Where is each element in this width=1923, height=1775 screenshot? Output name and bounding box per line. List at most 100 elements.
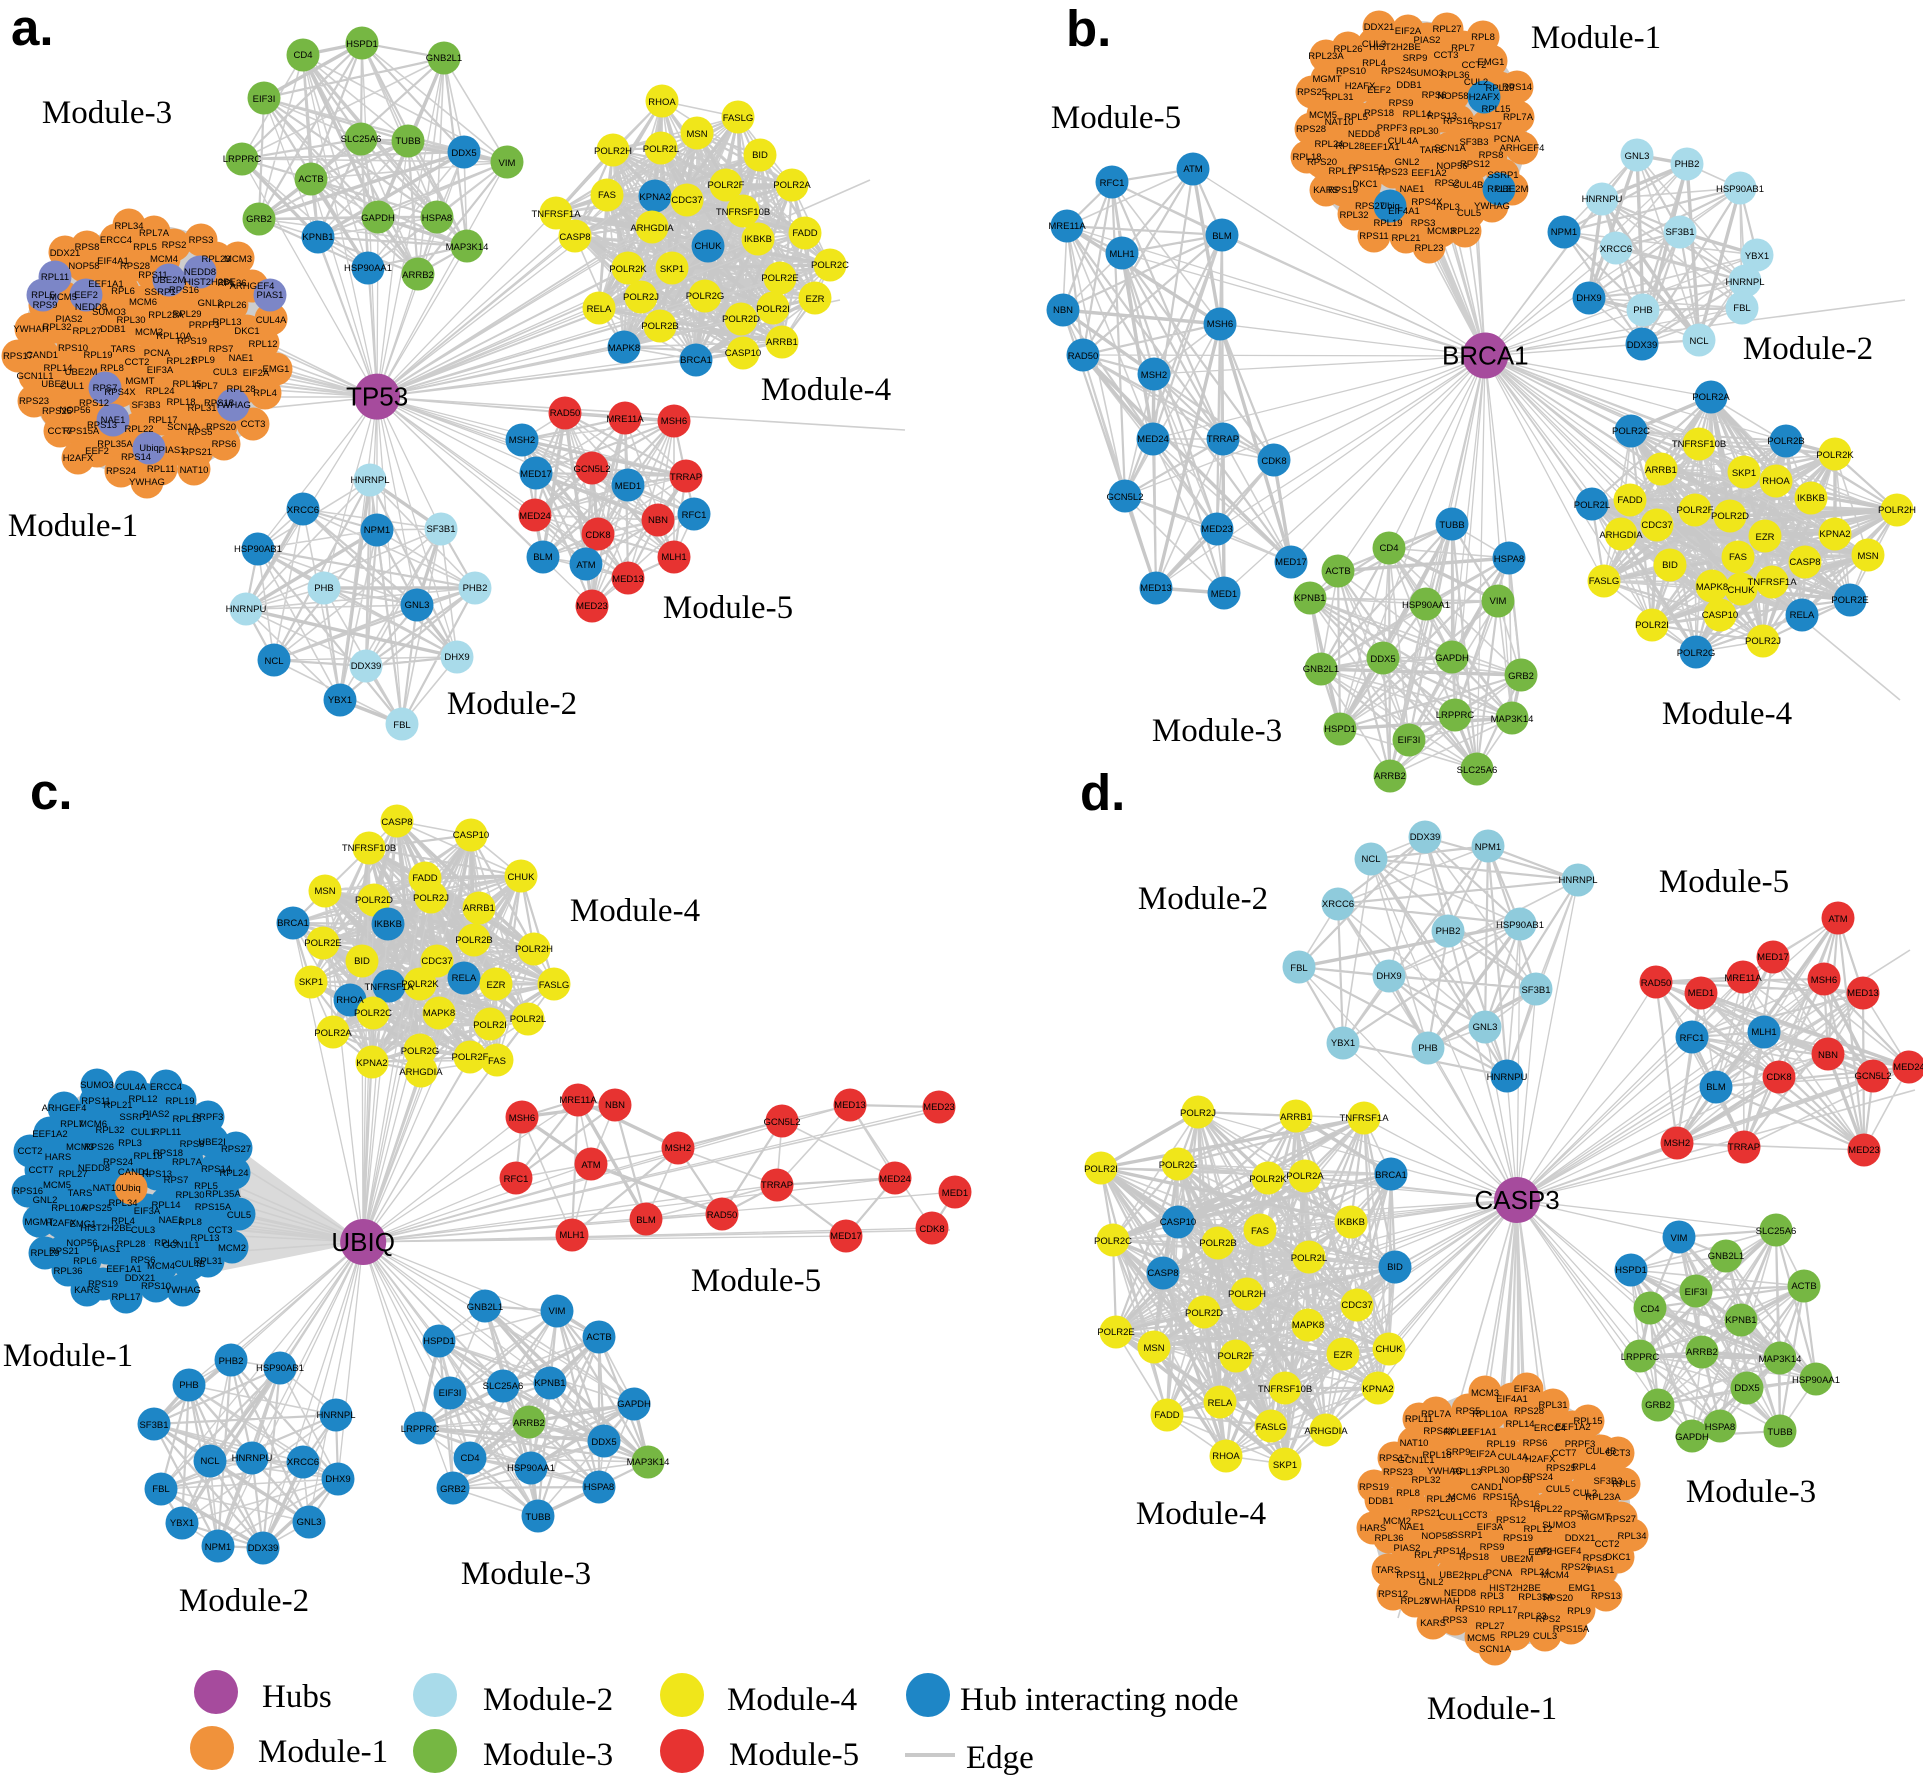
svg-text:RPS25: RPS25 (82, 1203, 112, 1214)
svg-text:Ubiq: Ubiq (1380, 201, 1400, 212)
svg-text:BLM: BLM (533, 552, 553, 563)
svg-text:MSN: MSN (1857, 551, 1878, 562)
svg-text:RPS23: RPS23 (1378, 167, 1408, 178)
svg-text:POLR2H: POLR2H (1878, 505, 1916, 516)
svg-text:NEDD8: NEDD8 (1348, 129, 1380, 140)
svg-text:H2AFX: H2AFX (46, 1218, 77, 1229)
svg-text:DKC1: DKC1 (1605, 1552, 1630, 1563)
svg-text:MCM5: MCM5 (1467, 1633, 1495, 1644)
svg-text:MED24: MED24 (879, 1174, 911, 1185)
svg-text:NEDD8: NEDD8 (75, 302, 107, 313)
svg-text:MED13: MED13 (612, 574, 644, 585)
svg-text:DHX9: DHX9 (444, 652, 469, 663)
svg-text:RPL32: RPL32 (1339, 210, 1368, 221)
svg-text:NAE1: NAE1 (159, 1215, 184, 1226)
svg-text:SLC25A6: SLC25A6 (483, 1381, 524, 1392)
svg-text:RPL31: RPL31 (1324, 92, 1353, 103)
svg-text:RPS9: RPS9 (33, 300, 58, 311)
svg-text:POLR2I: POLR2I (473, 1020, 507, 1031)
svg-text:CCT3: CCT3 (208, 1225, 233, 1236)
svg-text:RPL31: RPL31 (1538, 1400, 1567, 1411)
svg-text:RPL9: RPL9 (191, 355, 215, 366)
svg-text:RPL12: RPL12 (248, 339, 277, 350)
svg-text:RPS8: RPS8 (75, 242, 100, 253)
svg-text:TP53: TP53 (346, 382, 408, 412)
svg-text:POLR2C: POLR2C (354, 1008, 392, 1019)
svg-text:POLR2A: POLR2A (314, 1028, 352, 1039)
svg-text:UBIQ: UBIQ (331, 1227, 395, 1257)
svg-text:Module-3: Module-3 (1152, 713, 1282, 749)
svg-text:RPS10: RPS10 (58, 343, 88, 354)
svg-text:ARRB2: ARRB2 (402, 270, 434, 281)
svg-text:RFC1: RFC1 (1100, 178, 1125, 189)
svg-text:NAE1: NAE1 (229, 353, 254, 364)
svg-text:FASLG: FASLG (1256, 1422, 1287, 1433)
svg-text:PHB: PHB (179, 1380, 199, 1391)
svg-text:RPL9: RPL9 (1567, 1606, 1591, 1617)
svg-text:RPL35A: RPL35A (205, 1189, 241, 1200)
svg-text:PIAS1: PIAS1 (1588, 1565, 1615, 1576)
svg-text:RPL4: RPL4 (1362, 58, 1386, 69)
svg-text:ARHGDIA: ARHGDIA (1304, 1426, 1348, 1437)
svg-text:RPL35A: RPL35A (97, 439, 133, 450)
svg-text:RPS10: RPS10 (1336, 66, 1366, 77)
svg-text:POLR2F: POLR2F (708, 180, 745, 191)
svg-text:EEF1A2: EEF1A2 (1411, 168, 1446, 179)
svg-text:SUMO3: SUMO3 (1410, 68, 1444, 79)
svg-text:PRPF3: PRPF3 (193, 1112, 224, 1123)
svg-text:HSP90AA1: HSP90AA1 (1792, 1375, 1840, 1386)
svg-text:POLR2K: POLR2K (1249, 1174, 1287, 1185)
svg-text:CUL4B: CUL4B (1586, 1446, 1617, 1457)
svg-text:FBL: FBL (393, 720, 410, 731)
svg-text:MAPK8: MAPK8 (1292, 1320, 1324, 1331)
svg-text:RPL18: RPL18 (133, 1151, 162, 1162)
svg-text:MAPK8: MAPK8 (1696, 582, 1728, 593)
svg-text:EIF3A: EIF3A (1514, 1384, 1541, 1395)
svg-text:POLR2C: POLR2C (1094, 1236, 1132, 1247)
svg-text:MCM2: MCM2 (218, 1243, 246, 1254)
svg-text:RPL7A: RPL7A (1503, 112, 1534, 123)
svg-text:RPS2: RPS2 (162, 240, 187, 251)
svg-text:MSH6: MSH6 (1811, 975, 1837, 986)
svg-text:DDX5: DDX5 (1734, 1383, 1759, 1394)
svg-text:SRP9: SRP9 (1446, 1447, 1471, 1458)
svg-text:YWHAG: YWHAG (215, 400, 251, 411)
svg-text:HIST2H2BE: HIST2H2BE (1489, 1583, 1541, 1594)
svg-text:CHUK: CHUK (1728, 585, 1756, 596)
svg-text:NOP58: NOP58 (1437, 91, 1468, 102)
svg-text:NOP56: NOP56 (1501, 1475, 1532, 1486)
svg-text:CUL3: CUL3 (1362, 39, 1386, 50)
svg-text:RPL22: RPL22 (1450, 226, 1479, 237)
svg-text:UBE2I: UBE2I (41, 379, 68, 390)
svg-text:GNL2: GNL2 (1395, 157, 1420, 168)
svg-text:PRPF3: PRPF3 (1377, 123, 1408, 134)
svg-text:POLR2I: POLR2I (756, 304, 790, 315)
svg-text:RPS13: RPS13 (1427, 111, 1457, 122)
svg-text:RPS14: RPS14 (1502, 82, 1532, 93)
svg-text:CHUK: CHUK (508, 872, 536, 883)
svg-text:RAD50: RAD50 (1068, 351, 1099, 362)
svg-text:GNL3: GNL3 (297, 1517, 322, 1528)
svg-text:CDK8: CDK8 (1261, 456, 1286, 467)
svg-text:FAS: FAS (598, 190, 616, 201)
svg-text:H2AFX: H2AFX (1525, 1454, 1556, 1465)
svg-text:RPL19: RPL19 (165, 1096, 194, 1107)
svg-text:RPL30: RPL30 (175, 1190, 204, 1201)
svg-text:RPL30: RPL30 (116, 315, 145, 326)
svg-text:RPS15A: RPS15A (63, 426, 100, 437)
svg-text:DHX9: DHX9 (1376, 971, 1401, 982)
svg-text:RPL19: RPL19 (1486, 1439, 1515, 1450)
svg-text:EZR: EZR (806, 294, 825, 305)
svg-text:DDX39: DDX39 (1627, 340, 1658, 351)
svg-text:RPS6: RPS6 (212, 439, 237, 450)
svg-text:MED1: MED1 (615, 481, 641, 492)
svg-text:MSH2: MSH2 (665, 1143, 691, 1154)
svg-text:RPL36: RPL36 (1374, 1533, 1403, 1544)
svg-text:RPS19: RPS19 (1503, 1533, 1533, 1544)
svg-text:SKP1: SKP1 (1273, 1460, 1297, 1471)
svg-text:HNRNPL: HNRNPL (350, 475, 389, 486)
svg-text:Module-2: Module-2 (447, 686, 577, 722)
svg-text:XRCC6: XRCC6 (1322, 899, 1354, 910)
svg-text:RPS14: RPS14 (121, 452, 151, 463)
svg-text:TNFRSF10B: TNFRSF10B (342, 843, 396, 854)
